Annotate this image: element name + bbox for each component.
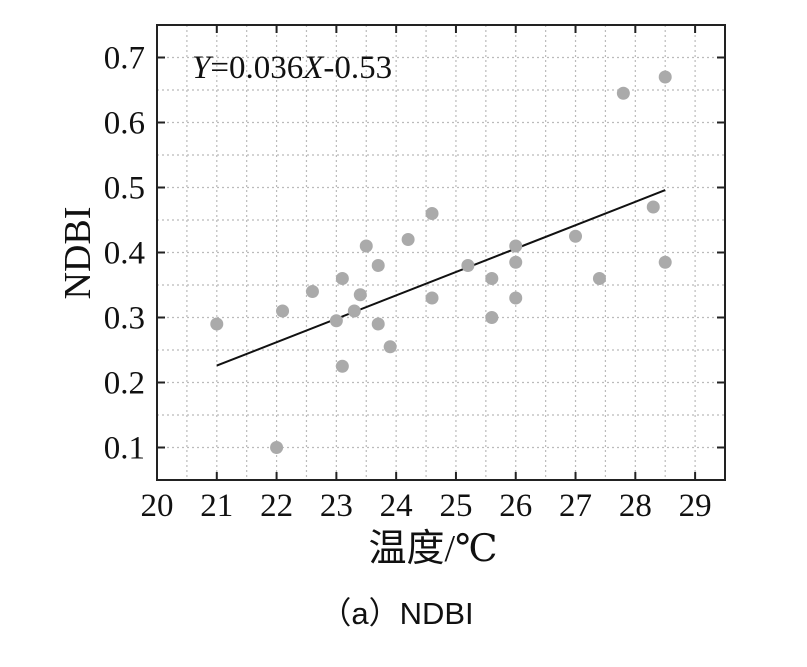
y-tick-label: 0.3 <box>104 301 145 337</box>
data-point <box>509 291 523 305</box>
data-point <box>359 239 373 253</box>
y-tick-label: 0.1 <box>104 431 145 467</box>
equation-intercept: -0.53 <box>323 50 392 86</box>
y-tick-label: 0.2 <box>104 366 145 402</box>
equation-coefficient: =0.036 <box>210 50 303 86</box>
x-tick-label: 28 <box>619 488 652 524</box>
x-tick-label: 22 <box>260 488 293 524</box>
equation-x-var: X <box>301 50 325 86</box>
data-points <box>210 70 672 454</box>
data-point <box>509 239 523 253</box>
y-tick-label: 0.4 <box>104 236 145 272</box>
y-axis-title: NDBI <box>57 207 99 300</box>
data-point <box>305 285 319 298</box>
data-point <box>616 86 630 100</box>
data-point <box>425 291 439 305</box>
data-point <box>353 288 367 302</box>
y-tick-labels: 0.1 0.2 0.3 0.4 0.5 0.6 0.7 <box>104 41 145 467</box>
y-tick-label: 0.5 <box>104 171 145 207</box>
data-point <box>658 255 672 269</box>
data-point <box>509 255 523 269</box>
x-tick-label: 29 <box>679 488 712 524</box>
grid-lines <box>157 25 725 480</box>
trendline-group <box>216 189 666 367</box>
data-point <box>335 359 349 373</box>
regression-equation: Y=0.036X-0.53 <box>192 50 392 86</box>
data-point <box>276 304 290 318</box>
regression-line <box>216 189 666 367</box>
x-tick-label: 26 <box>499 488 532 524</box>
x-axis-title: 温度/℃ <box>368 528 497 570</box>
data-point <box>371 259 385 272</box>
data-point <box>592 272 606 285</box>
data-point <box>270 441 284 454</box>
data-point <box>347 304 361 318</box>
data-point <box>569 229 583 243</box>
data-point <box>383 340 397 354</box>
x-tick-label: 23 <box>320 488 353 524</box>
data-point <box>401 233 415 246</box>
x-tick-label: 25 <box>439 488 472 524</box>
y-tick-label: 0.6 <box>104 106 145 142</box>
x-tick-label: 20 <box>141 488 174 524</box>
x-tick-label: 24 <box>380 488 413 524</box>
data-point <box>485 311 499 324</box>
x-tick-labels: 20 21 22 23 24 25 26 27 28 29 <box>141 488 712 524</box>
data-point <box>658 70 672 84</box>
data-point <box>485 272 499 285</box>
equation-y-var: Y <box>192 50 214 86</box>
data-point <box>371 317 385 331</box>
data-point <box>210 317 224 331</box>
x-tick-label: 21 <box>200 488 233 524</box>
figure-caption: （a）NDBI <box>320 596 473 631</box>
x-tick-label: 27 <box>559 488 592 524</box>
data-point <box>335 272 349 285</box>
data-point <box>329 314 343 328</box>
y-tick-label: 0.7 <box>104 41 145 77</box>
tick-marks <box>156 25 725 480</box>
data-point <box>646 200 660 214</box>
data-point <box>425 207 439 220</box>
data-point <box>461 259 475 272</box>
